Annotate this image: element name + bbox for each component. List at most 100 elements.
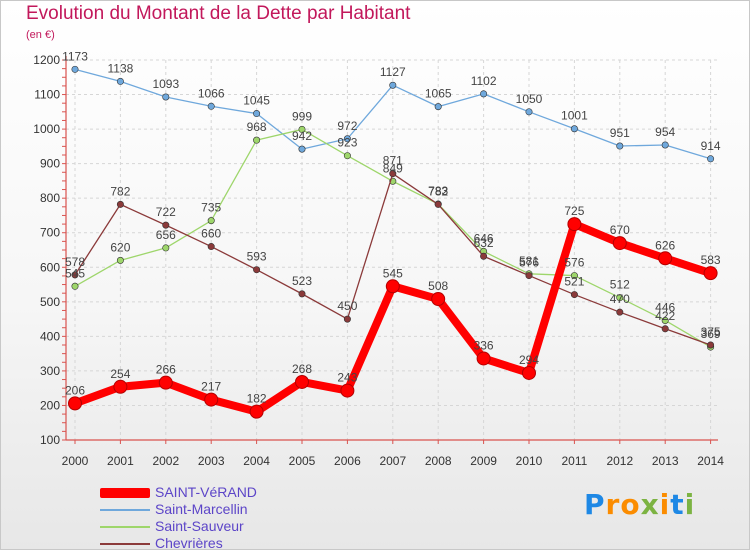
data-point: [525, 272, 533, 280]
data-point: [480, 90, 488, 98]
data-point: [612, 236, 627, 251]
data-point: [298, 145, 306, 153]
legend-swatch-saint-verand: [100, 487, 150, 498]
data-label: 523: [292, 274, 312, 288]
data-point: [298, 125, 306, 133]
data-point: [431, 292, 446, 307]
data-label: 450: [337, 299, 357, 313]
data-label: 632: [474, 236, 494, 250]
y-tick-label: 800: [40, 191, 60, 205]
data-point: [207, 243, 215, 251]
data-point: [158, 375, 173, 390]
data-label: 446: [655, 300, 675, 314]
data-label: 1045: [243, 94, 270, 108]
data-label: 217: [201, 380, 221, 394]
data-point: [162, 221, 170, 229]
data-point: [71, 282, 79, 290]
legend-item-saint-verand: SAINT-VéRAND: [100, 484, 360, 501]
x-tick-label: 2002: [152, 454, 179, 468]
data-label: 849: [383, 161, 403, 175]
data-point: [480, 252, 488, 260]
data-label: 782: [428, 184, 448, 198]
data-point: [162, 244, 170, 252]
y-tick-label: 700: [40, 226, 60, 240]
x-tick-label: 2011: [561, 454, 587, 468]
x-tick-label: 2005: [289, 454, 316, 468]
x-tick-label: 2010: [516, 454, 543, 468]
data-label: 735: [201, 201, 221, 215]
legend-swatch-saint-marcellin: [100, 508, 150, 511]
legend-item-saint-sauveur: Saint-Sauveur: [100, 518, 360, 535]
data-label: 1173: [62, 49, 88, 63]
logo-letter: t: [670, 488, 685, 521]
data-label: 266: [156, 363, 176, 377]
x-tick-label: 2004: [243, 454, 270, 468]
data-label: 968: [247, 120, 267, 134]
x-tick-label: 2000: [62, 454, 89, 468]
y-tick-label: 1100: [34, 88, 60, 102]
data-label: 583: [701, 253, 721, 267]
data-label: 254: [110, 367, 130, 381]
data-label: 593: [247, 250, 267, 264]
x-tick-label: 2009: [470, 454, 497, 468]
data-point: [253, 266, 261, 274]
x-tick-label: 2003: [198, 454, 225, 468]
chart-title: Evolution du Montant de la Dette par Hab…: [26, 3, 411, 24]
data-point: [525, 108, 533, 116]
data-point: [658, 251, 673, 266]
data-point: [207, 102, 215, 110]
data-label: 923: [337, 136, 357, 150]
y-tick-label: 600: [40, 260, 60, 274]
data-label: 1050: [516, 92, 543, 106]
data-point: [340, 383, 355, 398]
data-label: 1065: [425, 87, 452, 101]
y-tick-label: 100: [40, 433, 60, 447]
data-point: [295, 374, 309, 389]
legend: SAINT-VéRAND Saint-Marcellin Saint-Sauve…: [100, 484, 360, 552]
x-tick-label: 2006: [334, 454, 361, 468]
y-tick-label: 400: [40, 329, 60, 343]
data-label: 182: [247, 392, 267, 406]
data-label: 243: [337, 371, 357, 385]
data-point: [162, 93, 170, 101]
legend-label-saint-verand: SAINT-VéRAND: [155, 484, 257, 500]
data-label: 581: [519, 254, 539, 268]
data-point: [343, 135, 351, 143]
y-tick-label: 500: [40, 295, 60, 309]
data-point: [207, 217, 215, 225]
data-point: [570, 272, 578, 280]
y-tick-label: 1200: [33, 53, 60, 67]
logo-letter: x: [640, 488, 660, 521]
data-label: 1102: [471, 74, 497, 88]
data-label: 422: [655, 309, 675, 323]
data-point: [661, 141, 669, 149]
legend-label-saint-marcellin: Saint-Marcellin: [155, 501, 248, 517]
data-point: [661, 316, 669, 324]
data-point: [570, 125, 578, 133]
data-label: 1127: [380, 65, 406, 79]
x-tick-label: 2013: [652, 454, 679, 468]
data-point: [616, 308, 624, 316]
data-point: [567, 217, 582, 232]
data-label: 1066: [198, 86, 225, 100]
data-label: 722: [156, 205, 176, 219]
data-label: 508: [428, 279, 448, 293]
logo-letter: r: [605, 488, 621, 521]
data-label: 576: [564, 256, 584, 270]
data-point: [253, 110, 261, 118]
data-point: [616, 142, 624, 150]
data-point: [570, 291, 578, 299]
data-label: 268: [292, 362, 312, 376]
data-label: 670: [610, 223, 630, 237]
data-label: 871: [383, 154, 403, 168]
data-point: [389, 81, 397, 89]
data-label: 1093: [152, 77, 179, 91]
data-point: [389, 170, 397, 178]
logo-letter: P: [584, 488, 606, 521]
data-point: [68, 396, 82, 411]
data-label: 336: [474, 338, 494, 352]
data-point: [434, 200, 442, 208]
data-point: [343, 152, 351, 160]
